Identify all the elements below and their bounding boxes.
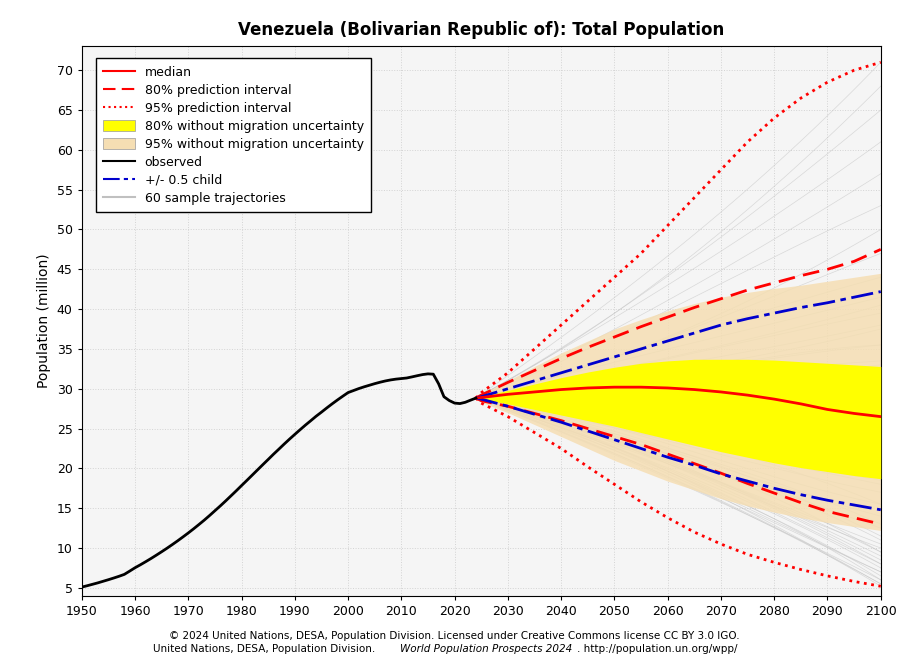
Text: United Nations, DESA, Population Division. World Population Prospects 2024. http: United Nations, DESA, Population Divisio… [175,644,733,654]
Text: © 2024 United Nations, DESA, Population Division. Licensed under Creative Common: © 2024 United Nations, DESA, Population … [169,631,739,641]
Legend: median, 80% prediction interval, 95% prediction interval, 80% without migration : median, 80% prediction interval, 95% pre… [96,58,371,212]
Text: United Nations, DESA, Population Division. World Population Prospects 2024. http: United Nations, DESA, Population Divisio… [175,644,733,654]
Y-axis label: Population (million): Population (million) [37,254,51,389]
Title: Venezuela (Bolivarian Republic of): Total Population: Venezuela (Bolivarian Republic of): Tota… [238,21,725,39]
Text: World Population Prospects 2024: World Population Prospects 2024 [400,644,572,654]
Text: United Nations, DESA, Population Division.: United Nations, DESA, Population Divisio… [153,644,379,654]
Text: . http://population.un.org/wpp/: . http://population.un.org/wpp/ [577,644,737,654]
